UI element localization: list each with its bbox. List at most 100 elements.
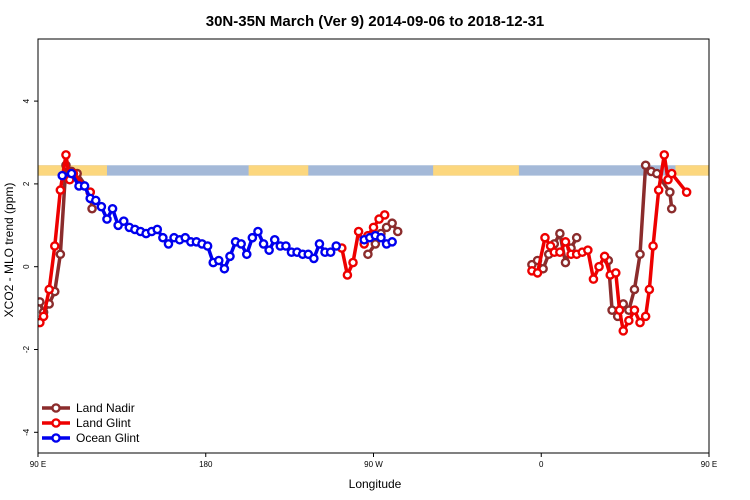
data-point <box>87 203 97 214</box>
data-point <box>342 270 353 280</box>
y-axis: -4 -2 0 2 4 <box>22 98 38 436</box>
x-axis: 90 E 180 90 W 0 90 E <box>30 453 717 469</box>
data-point <box>55 249 66 260</box>
data-point <box>314 239 325 249</box>
data-point <box>659 150 670 160</box>
data-point <box>225 251 235 262</box>
land-band-segment-2 <box>433 165 519 176</box>
data-point <box>640 160 651 171</box>
y-tick-label: 0 <box>22 264 31 269</box>
data-point <box>555 228 565 239</box>
x-tick-label: 90 E <box>701 460 717 469</box>
data-point <box>96 201 107 212</box>
x-tick-label: 90 E <box>30 460 46 469</box>
data-point <box>61 150 71 160</box>
data-point <box>253 226 263 237</box>
legend-label: Land Glint <box>76 416 131 430</box>
data-point <box>57 170 68 181</box>
data-point <box>594 261 604 272</box>
data-point <box>532 268 543 278</box>
data-point <box>325 247 336 258</box>
data-point <box>681 187 692 197</box>
data-point <box>236 239 246 249</box>
legend-swatch-marker <box>51 418 61 428</box>
data-point <box>247 232 258 243</box>
data-point <box>269 234 280 245</box>
legend-label: Ocean Glint <box>76 431 140 445</box>
data-point <box>107 203 118 214</box>
data-point <box>38 297 45 307</box>
legend-item-land-glint: Land Glint <box>42 416 131 430</box>
data-point <box>666 168 677 179</box>
data-point <box>55 185 66 195</box>
data-point <box>49 241 60 251</box>
y-axis-label: XCO2 - MLO trend (ppm) <box>2 183 16 318</box>
data-point <box>629 305 640 315</box>
data-point <box>392 226 403 237</box>
data-point <box>241 249 252 260</box>
data-point <box>79 181 90 191</box>
data-point <box>629 284 640 295</box>
chart-title: 30N-35N March (Ver 9) 2014-09-06 to 2018… <box>206 13 545 30</box>
data-point <box>614 305 625 315</box>
data-point <box>635 249 645 260</box>
data-point <box>213 255 224 266</box>
data-point <box>607 305 617 315</box>
legend-swatch-marker <box>51 403 61 413</box>
series-ocean-glint <box>57 168 397 274</box>
data-point <box>540 232 550 243</box>
data-point <box>309 253 319 264</box>
x-tick-label: 90 W <box>364 460 383 469</box>
x-axis-label: Longitude <box>349 477 402 491</box>
data-point <box>44 284 54 295</box>
data-point <box>583 245 593 255</box>
data-point <box>379 210 390 220</box>
data-point <box>331 241 342 251</box>
data-point <box>618 326 629 336</box>
data-point <box>219 263 230 274</box>
y-tick-label: 4 <box>22 98 31 103</box>
data-point <box>163 239 174 249</box>
data-point <box>666 203 677 214</box>
land-band-segment-3 <box>675 165 709 176</box>
data-point <box>611 268 621 278</box>
data-point <box>635 317 645 328</box>
data-point <box>599 251 610 262</box>
legend-item-ocean-glint: Ocean Glint <box>42 431 140 445</box>
data-point <box>102 214 112 224</box>
data-point <box>66 168 77 179</box>
data-point <box>644 284 655 295</box>
x-tick-label: 0 <box>539 460 544 469</box>
data-point <box>281 241 291 251</box>
data-point <box>588 274 599 284</box>
data-point <box>560 237 571 247</box>
data-point <box>653 185 664 195</box>
data-point <box>368 222 379 233</box>
data-point <box>90 195 101 206</box>
data-point <box>648 241 658 251</box>
legend-item-land-nadir: Land Nadir <box>42 401 135 415</box>
data-point <box>353 226 364 237</box>
data-point <box>363 249 373 260</box>
data-point <box>370 239 381 249</box>
data-point <box>38 311 49 322</box>
data-point <box>152 224 163 235</box>
series-group <box>38 150 692 336</box>
land-band-segment-1 <box>248 165 309 176</box>
data-point <box>202 241 213 251</box>
data-point <box>555 247 565 258</box>
data-point <box>387 218 397 229</box>
land-mask-band <box>38 165 709 176</box>
data-point <box>158 232 168 243</box>
y-tick-label: -4 <box>22 428 31 436</box>
x-tick-label: 180 <box>199 460 213 469</box>
y-tick-label: 2 <box>22 181 31 186</box>
data-point <box>258 239 269 249</box>
data-point <box>640 311 651 322</box>
data-point <box>571 232 582 243</box>
y-tick-label: -2 <box>22 345 31 353</box>
legend-label: Land Nadir <box>76 401 135 415</box>
data-point <box>387 237 397 247</box>
